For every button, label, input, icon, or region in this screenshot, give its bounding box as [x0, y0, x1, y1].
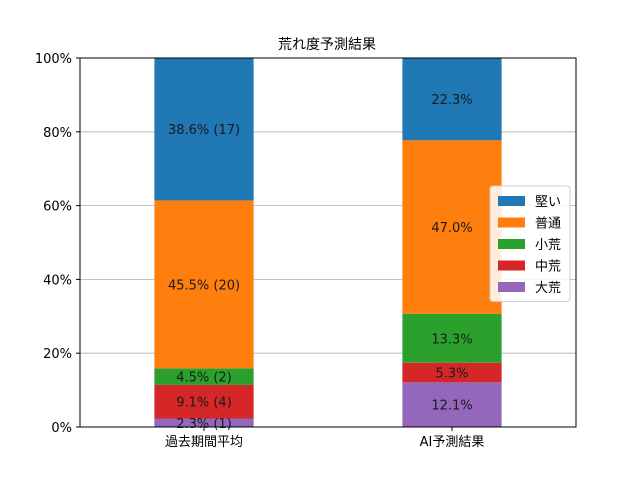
legend-box [489, 185, 571, 302]
legend-swatch [498, 239, 525, 249]
bars [154, 58, 502, 427]
bar-segment [154, 58, 254, 201]
x-tick-label: AI予測結果 [420, 435, 485, 450]
legend-label: 小荒 [535, 238, 561, 253]
plot-frame [79, 57, 577, 428]
bar-segment [402, 313, 502, 363]
legend-swatch [498, 196, 525, 206]
bar-segment [154, 384, 254, 419]
legend-swatch [498, 260, 525, 271]
data-label: 5.3% [435, 367, 468, 382]
y-tick-label: 40% [43, 273, 72, 288]
data-label: 38.6% (17) [168, 123, 240, 138]
bar-segment [154, 418, 254, 427]
bar-segment [402, 140, 502, 314]
chart-title: 荒れ度予測結果 [278, 37, 376, 53]
data-label: 2.3% (1) [176, 417, 232, 432]
data-label: 47.0% [431, 221, 472, 236]
bar-segment [154, 368, 254, 385]
segment-labels: 2.3% (1) 9.1% (4) 4.5% (2) 45.5% (20) 38.6% … [168, 93, 473, 432]
x-tick-label: 過去期間平均 [165, 435, 243, 450]
legend-label: 大荒 [535, 281, 561, 296]
data-label: 9.1% (4) [176, 396, 232, 411]
bar-segment [154, 200, 254, 369]
data-label: 4.5% (2) [176, 371, 232, 386]
data-label: 22.3% [431, 93, 472, 108]
data-label: 12.1% [431, 399, 472, 414]
data-label: 45.5% (20) [168, 278, 240, 293]
bar-segment [402, 58, 502, 141]
legend-label: 堅い [535, 195, 561, 210]
y-tick-label: 0% [51, 421, 72, 436]
bar-segment [402, 382, 502, 427]
data-label: 13.3% [431, 332, 472, 347]
legend-swatch [498, 282, 525, 292]
legend-swatch [498, 217, 525, 228]
legend-label: 普通 [535, 217, 561, 232]
y-axis: 0% 20% 40% 60% 80% 100% [35, 52, 80, 436]
y-tick-label: 100% [35, 52, 72, 67]
y-tick-label: 60% [43, 200, 72, 215]
x-axis: 過去期間平均 AI予測結果 [165, 427, 484, 450]
legend-label: 中荒 [535, 260, 561, 275]
y-tick-label: 20% [43, 347, 72, 362]
bar-segment [402, 362, 502, 383]
y-tick-label: 80% [43, 126, 72, 141]
